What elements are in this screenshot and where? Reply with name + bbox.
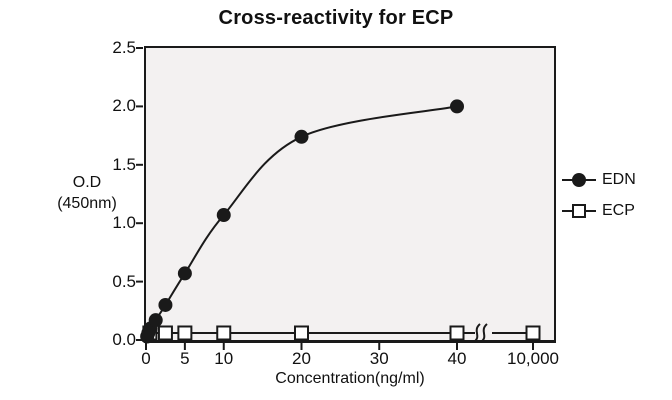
x-tick-label: 10 xyxy=(214,349,234,368)
edn-point xyxy=(177,266,192,281)
edn-point xyxy=(450,99,464,114)
ecp-point xyxy=(177,325,193,341)
x-tick-label: 5 xyxy=(180,349,190,368)
y-axis-label: O.D (450nm) xyxy=(34,172,140,214)
ecp-point xyxy=(216,325,232,341)
chart-title: Cross-reactivity for ECP xyxy=(218,7,454,29)
ecp-marker-icon xyxy=(562,204,596,218)
y-tick-label: 2.0 xyxy=(112,96,136,116)
axis-break-icon xyxy=(480,323,488,343)
legend-label: EDN xyxy=(602,171,636,188)
legend-label: ECP xyxy=(602,202,635,219)
y-tick-label: 0.5 xyxy=(112,271,136,291)
x-tick-label: 30 xyxy=(369,349,389,368)
x-tick-label: 20 xyxy=(292,349,311,368)
y-tick-label: 1.0 xyxy=(112,213,136,233)
plot-area xyxy=(144,46,556,343)
ecp-point xyxy=(157,325,173,341)
y-axis-label-line1: O.D xyxy=(72,174,102,191)
ecp-point xyxy=(525,325,541,341)
edn-point xyxy=(294,129,309,144)
edn-point xyxy=(148,313,163,328)
legend-item-edn: EDN xyxy=(561,169,636,191)
x-tick-label: 0 xyxy=(141,349,151,368)
x-axis-label: Concentration(ng/ml) xyxy=(275,370,425,387)
legend: EDN ECP xyxy=(561,169,636,222)
edn-marker-icon xyxy=(562,173,596,187)
x-tick-label: 40 xyxy=(447,349,467,368)
y-tick-label: 0.0 xyxy=(112,330,136,349)
legend-item-ecp: ECP xyxy=(561,200,636,222)
y-tick-label: 2.5 xyxy=(112,38,136,57)
edn-point xyxy=(158,297,173,312)
ecp-point xyxy=(449,325,465,341)
ecp-point xyxy=(294,325,309,341)
edn-point xyxy=(216,208,231,223)
axis-break-icon xyxy=(473,323,481,343)
chart-canvas xyxy=(136,47,541,350)
y-tick-label: 1.5 xyxy=(112,154,136,174)
x-tick-label: 10,000 xyxy=(507,349,559,368)
y-axis-label-line2: (450nm) xyxy=(57,195,117,212)
